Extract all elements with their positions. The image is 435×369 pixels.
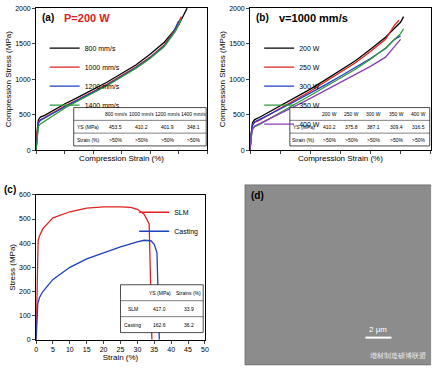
svg-text:Strain (%): Strain (%)	[292, 137, 315, 143]
svg-text:45: 45	[184, 346, 192, 353]
svg-text:Casting: Casting	[124, 322, 141, 328]
svg-text:1500: 1500	[229, 40, 245, 47]
svg-text:417.0: 417.0	[153, 306, 166, 312]
svg-text:(b): (b)	[256, 12, 269, 23]
svg-text:Casting: Casting	[174, 228, 198, 236]
svg-text:20: 20	[100, 346, 108, 353]
svg-text:0: 0	[241, 147, 245, 154]
svg-text:Compression Strain (%): Compression Strain (%)	[298, 154, 383, 163]
svg-text:Stress (MPa): Stress (MPa)	[8, 244, 17, 291]
svg-text:387.1: 387.1	[367, 124, 380, 130]
svg-text:100: 100	[19, 312, 31, 319]
svg-text:YS (MPa): YS (MPa)	[293, 124, 315, 130]
svg-text:316.5: 316.5	[412, 124, 425, 130]
svg-text:375.8: 375.8	[345, 124, 358, 130]
svg-text:400 W: 400 W	[299, 121, 320, 128]
svg-text:YS (MPa): YS (MPa)	[77, 124, 99, 130]
svg-text:400 W: 400 W	[411, 111, 426, 117]
svg-text:350 W: 350 W	[299, 102, 320, 109]
svg-text:SLM: SLM	[174, 209, 189, 216]
svg-text:200 W: 200 W	[299, 45, 320, 52]
svg-text:2 μm: 2 μm	[369, 325, 387, 334]
svg-text:500: 500	[233, 111, 245, 118]
svg-text:600: 600	[19, 191, 31, 198]
svg-text:1000 mm/s: 1000 mm/s	[85, 64, 120, 71]
svg-text:(d): (d)	[251, 190, 264, 201]
svg-text:YS (MPa): YS (MPa)	[149, 290, 171, 296]
svg-text:400: 400	[19, 240, 31, 247]
svg-text:410.2: 410.2	[323, 124, 336, 130]
svg-text:>50%: >50%	[161, 137, 174, 143]
svg-text:35: 35	[150, 346, 158, 353]
svg-text:(c): (c)	[4, 184, 16, 195]
svg-text:>50%: >50%	[187, 137, 200, 143]
svg-text:>50%: >50%	[412, 137, 425, 143]
svg-text:25: 25	[117, 346, 125, 353]
svg-text:5: 5	[51, 346, 55, 353]
svg-text:1000: 1000	[229, 76, 245, 83]
svg-text:1500: 1500	[15, 40, 31, 47]
svg-text:348.1: 348.1	[187, 124, 200, 130]
svg-text:33.9: 33.9	[184, 306, 194, 312]
svg-text:800 mm/s: 800 mm/s	[105, 111, 127, 117]
svg-text:(a): (a)	[42, 12, 54, 23]
svg-text:>50%: >50%	[109, 137, 122, 143]
svg-text:1200 mm/s: 1200 mm/s	[85, 83, 120, 90]
svg-text:Compression Strain (%): Compression Strain (%)	[79, 154, 164, 163]
svg-text:15: 15	[83, 346, 91, 353]
svg-text:350 W: 350 W	[389, 111, 404, 117]
svg-text:500: 500	[19, 111, 31, 118]
svg-text:300: 300	[19, 264, 31, 271]
svg-text:2000: 2000	[15, 5, 31, 12]
svg-text:453.5: 453.5	[109, 124, 122, 130]
svg-text:SLM: SLM	[128, 306, 138, 312]
svg-text:200 W: 200 W	[322, 111, 337, 117]
svg-text:Compression Stress (MPa): Compression Stress (MPa)	[4, 31, 13, 127]
svg-text:1000: 1000	[15, 76, 31, 83]
svg-text:10: 10	[66, 346, 74, 353]
svg-text:0: 0	[27, 336, 31, 343]
svg-text:200: 200	[19, 288, 31, 295]
svg-text:Compression Stress (MPa): Compression Stress (MPa)	[218, 31, 227, 127]
svg-text:1400 mm/s: 1400 mm/s	[85, 102, 120, 109]
svg-text:>50%: >50%	[345, 137, 358, 143]
svg-text:Strains (%): Strains (%)	[176, 290, 201, 296]
svg-text:410.2: 410.2	[135, 124, 148, 130]
svg-text:1200 mm/s: 1200 mm/s	[155, 111, 180, 117]
svg-text:300 W: 300 W	[299, 83, 320, 90]
svg-text:250 W: 250 W	[299, 64, 320, 71]
svg-text:P=200 W: P=200 W	[64, 12, 110, 24]
svg-text:500: 500	[19, 215, 31, 222]
svg-text:0: 0	[34, 346, 38, 353]
svg-text:>50%: >50%	[390, 137, 403, 143]
svg-text:36.2: 36.2	[184, 322, 194, 328]
svg-text:Strain (%): Strain (%)	[103, 353, 139, 362]
svg-text:800 mm/s: 800 mm/s	[85, 45, 116, 52]
svg-text:309.4: 309.4	[390, 124, 403, 130]
svg-text:1400 mm/s: 1400 mm/s	[181, 111, 206, 117]
svg-text:40: 40	[167, 346, 175, 353]
svg-text:2000: 2000	[229, 5, 245, 12]
svg-text:250 W: 250 W	[344, 111, 359, 117]
svg-text:>50%: >50%	[135, 137, 148, 143]
svg-text:50: 50	[201, 346, 209, 353]
svg-text:300 W: 300 W	[366, 111, 381, 117]
svg-text:Strain (%): Strain (%)	[77, 137, 100, 143]
svg-text:0: 0	[27, 147, 31, 154]
svg-text:>50%: >50%	[367, 137, 380, 143]
svg-text:162.6: 162.6	[153, 322, 166, 328]
svg-text:>50%: >50%	[323, 137, 336, 143]
svg-text:1000 mm/s: 1000 mm/s	[129, 111, 154, 117]
svg-text:增材制造硕博联盟: 增材制造硕博联盟	[369, 352, 426, 360]
svg-text:30: 30	[133, 346, 141, 353]
svg-text:401.9: 401.9	[161, 124, 174, 130]
svg-text:v=1000 mm/s: v=1000 mm/s	[279, 12, 348, 24]
